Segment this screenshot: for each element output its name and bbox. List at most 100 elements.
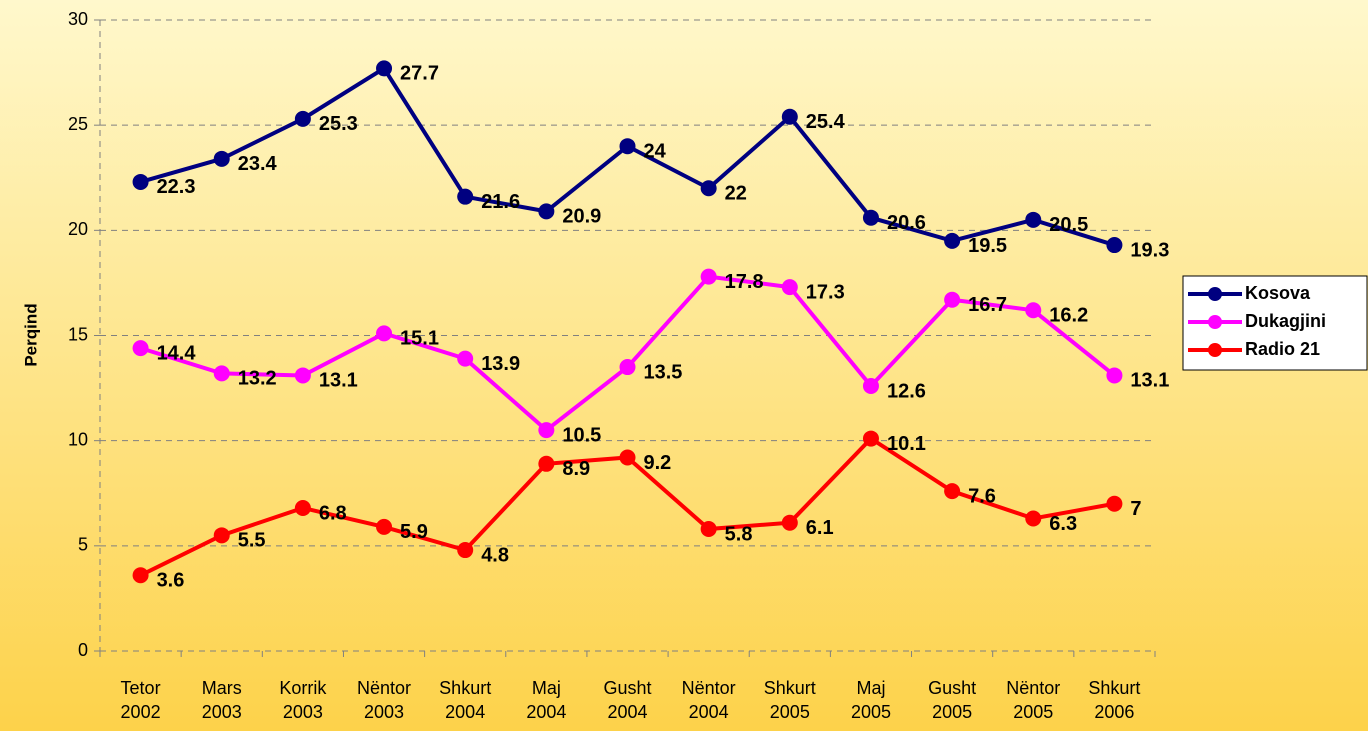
point [619, 138, 636, 155]
data-label: 8.9 [562, 458, 590, 480]
x-tick-label: Gusht 2004 [603, 678, 651, 722]
point [700, 268, 717, 285]
point [781, 279, 798, 296]
point [376, 60, 393, 77]
x-tick-label: Maj 2004 [526, 678, 566, 722]
point [862, 377, 879, 394]
y-tick-label: 20 [68, 219, 88, 239]
data-label: 16.7 [968, 294, 1007, 316]
legend-marker [1208, 343, 1222, 357]
point [538, 455, 555, 472]
y-axis-label: Perqind [21, 303, 40, 366]
point [132, 173, 149, 190]
data-label: 12.6 [887, 380, 926, 402]
y-tick-label: 30 [68, 9, 88, 29]
data-label: 25.3 [319, 113, 358, 135]
data-label: 6.1 [806, 517, 834, 539]
data-label: 17.3 [806, 281, 845, 303]
y-tick-label: 10 [68, 429, 88, 449]
point [1106, 367, 1123, 384]
x-tick-label: Nëntor 2004 [682, 678, 736, 722]
data-label: 22.3 [157, 176, 196, 198]
point [619, 359, 636, 376]
point [457, 350, 474, 367]
data-label: 13.1 [319, 370, 358, 392]
data-label: 5.5 [238, 530, 266, 552]
point [862, 209, 879, 226]
data-label: 13.9 [481, 353, 520, 375]
legend-label: Radio 21 [1245, 339, 1320, 359]
legend-marker [1208, 287, 1222, 301]
legend-label: Kosova [1245, 283, 1311, 303]
x-tick-label: Nëntor 2003 [357, 678, 411, 722]
x-tick-label: Korrik 2003 [279, 678, 327, 722]
x-tick-label: Tetor 2002 [121, 678, 161, 722]
data-label: 9.2 [644, 452, 672, 474]
y-tick-label: 25 [68, 114, 88, 134]
legend: Kosova Dukagjini Radio 21 [1182, 275, 1368, 371]
x-tick-label: Maj 2005 [851, 678, 891, 722]
point [132, 567, 149, 584]
x-tick-label: Gusht 2005 [928, 678, 976, 722]
data-label: 13.2 [238, 368, 277, 390]
data-label: 7 [1130, 498, 1141, 520]
point [376, 325, 393, 342]
data-label: 14.4 [157, 342, 197, 364]
x-tick-label: Shkurt 2006 [1088, 678, 1140, 722]
point [294, 499, 311, 516]
data-label: 5.8 [725, 523, 753, 545]
point [944, 291, 961, 308]
data-label: 24 [644, 140, 667, 162]
point [132, 340, 149, 357]
data-label: 19.5 [968, 235, 1007, 257]
y-tick-label: 15 [68, 324, 88, 344]
point [213, 365, 230, 382]
data-label: 10.5 [562, 424, 601, 446]
point [1025, 302, 1042, 319]
data-label: 20.6 [887, 212, 926, 234]
point [538, 203, 555, 220]
point [700, 180, 717, 197]
y-tick-label: 5 [78, 535, 88, 555]
point [781, 514, 798, 531]
legend-marker [1208, 315, 1222, 329]
point [376, 518, 393, 535]
point [294, 367, 311, 384]
point [1025, 211, 1042, 228]
data-label: 4.8 [481, 544, 509, 566]
point [1106, 237, 1123, 254]
data-label: 7.6 [968, 485, 996, 507]
x-tick-label: Shkurt 2004 [439, 678, 491, 722]
x-tick-label: Nëntor 2005 [1006, 678, 1060, 722]
point [213, 527, 230, 544]
point [294, 110, 311, 127]
data-label: 20.5 [1049, 214, 1088, 236]
data-label: 25.4 [806, 111, 846, 133]
data-label: 13.5 [644, 361, 683, 383]
data-label: 6.8 [319, 502, 347, 524]
y-tick-label: 0 [78, 640, 88, 660]
data-label: 22 [725, 183, 747, 205]
point [619, 449, 636, 466]
data-label: 20.9 [562, 206, 601, 228]
x-tick-label: Shkurt 2005 [764, 678, 816, 722]
data-label: 21.6 [481, 191, 520, 213]
point [944, 483, 961, 500]
x-tick-label: Mars 2003 [202, 678, 242, 722]
point [538, 422, 555, 439]
data-label: 15.1 [400, 328, 439, 350]
data-label: 6.3 [1049, 513, 1077, 535]
point [1025, 510, 1042, 527]
data-label: 5.9 [400, 521, 428, 543]
point [700, 521, 717, 538]
data-label: 27.7 [400, 63, 439, 85]
data-label: 16.2 [1049, 305, 1088, 327]
point [457, 188, 474, 205]
point [457, 542, 474, 559]
legend-label: Dukagjini [1245, 311, 1326, 331]
data-label: 3.6 [157, 570, 185, 592]
point [213, 150, 230, 167]
data-label: 13.1 [1130, 370, 1169, 392]
